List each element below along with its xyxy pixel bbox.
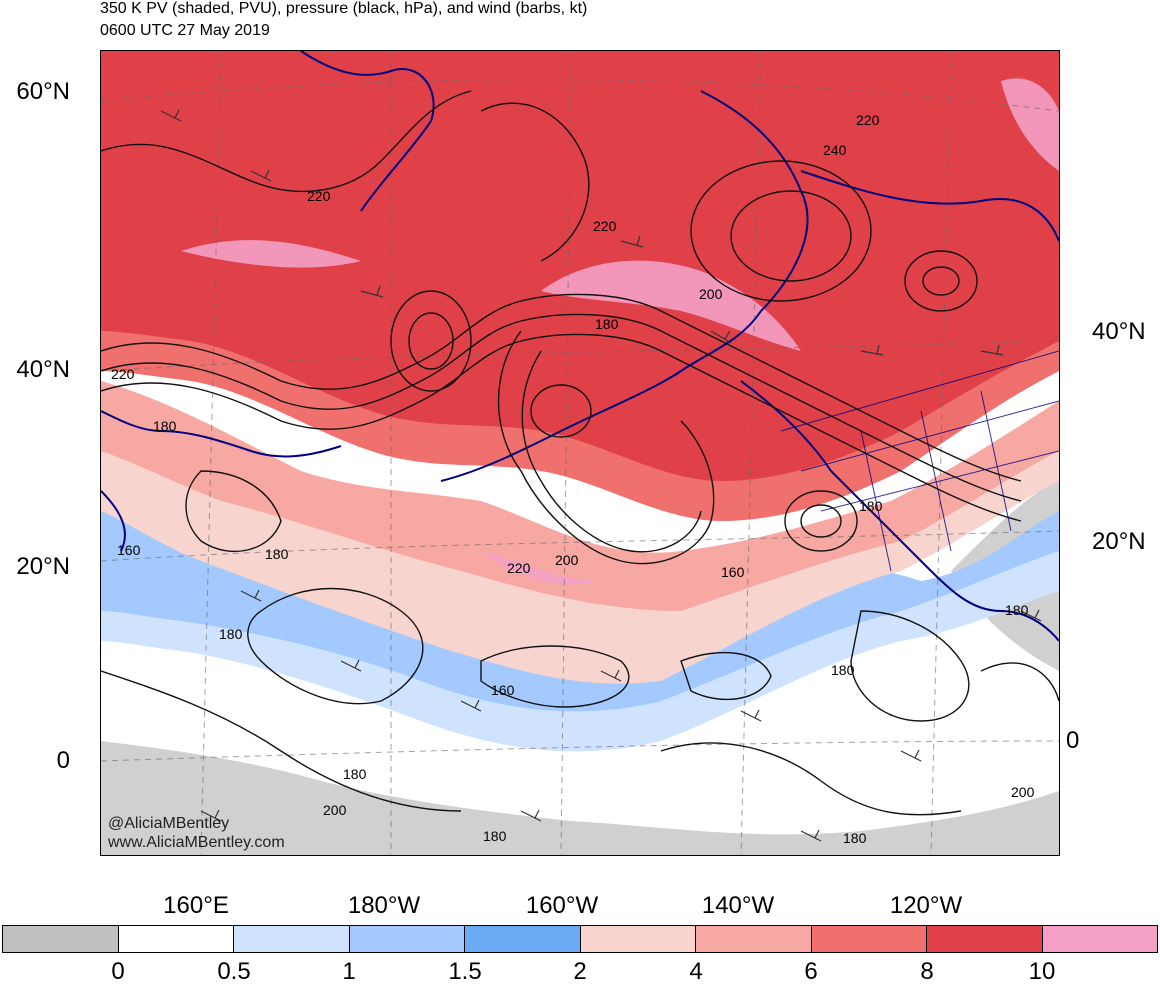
contour-label: 200 (1011, 784, 1035, 800)
valid-time: 0600 UTC 27 May 2019 (100, 22, 270, 39)
contour-label: 200 (555, 552, 579, 568)
map-panel: 220 240 220 220 200 180 220 180 160 180 … (100, 50, 1060, 856)
map-canvas: 220 240 220 220 200 180 220 180 160 180 … (101, 51, 1059, 855)
pv-shade-pink (541, 260, 801, 351)
colorbar-tick: 10 (1028, 958, 1056, 985)
wind-barbs (160, 109, 1042, 842)
contour-label: 180 (265, 546, 289, 562)
contour-label: 220 (856, 112, 880, 128)
contour-label: 160 (721, 564, 745, 580)
contour-label: 160 (117, 542, 141, 558)
pv-shade-grey (101, 741, 1059, 855)
colorbar-swatch (3, 926, 119, 952)
lon-label-120w: 120°W (889, 892, 963, 919)
colorbar-tick: 8 (920, 958, 934, 985)
lon-label-160e: 160°E (163, 892, 229, 919)
pv-shade-salmon (101, 381, 1059, 611)
lat-label-40n: 40°N (16, 356, 70, 383)
contour-label: 180 (843, 830, 867, 846)
colorbar-swatch (580, 926, 696, 952)
colorbar-tick: 0.5 (217, 958, 251, 985)
contour-label: 180 (343, 766, 367, 782)
colorbar-tick: 1.5 (448, 958, 482, 985)
graticule (101, 51, 1059, 855)
contour-label: 180 (153, 418, 177, 434)
colorbar-tick: 2 (573, 958, 587, 985)
colorbar-swatch (349, 926, 465, 952)
pv-shade-pink (1001, 78, 1059, 171)
map-title: 350 K PV (shaded, PVU), pressure (black,… (100, 0, 588, 17)
contour-label: 180 (219, 626, 243, 642)
lat-label-40n-right: 40°N (1092, 318, 1146, 345)
pv-shade-pink (181, 240, 361, 268)
colorbar-tick: 4 (689, 958, 703, 985)
lat-label-60n: 60°N (16, 78, 70, 105)
colorbar-swatch (234, 926, 350, 952)
contour-label: 220 (507, 560, 531, 576)
contour-label: 240 (823, 142, 847, 158)
colorbar-tick: 0 (111, 958, 125, 985)
lat-label-0-right: 0 (1066, 727, 1080, 754)
contour-label: 180 (483, 828, 507, 844)
pressure-contours (101, 90, 1059, 816)
colorbar-tick: 6 (804, 958, 818, 985)
watermark-handle: @AliciaMBentley (108, 815, 230, 832)
lon-label-140w: 140°W (701, 892, 775, 919)
colorbar-swatch (696, 926, 812, 952)
lon-label-160w: 160°W (525, 892, 599, 919)
lat-label-20n-right: 20°N (1092, 528, 1146, 555)
contour-label: 220 (111, 366, 135, 382)
state-boundaries (780, 350, 1059, 572)
contour-label: 180 (1005, 602, 1029, 618)
contour-labels: 220 240 220 220 200 180 220 180 160 180 … (111, 112, 1035, 846)
colorbar-swatch (118, 926, 234, 952)
lon-label-180w: 180°W (347, 892, 421, 919)
colorbar-swatch (465, 926, 581, 952)
colorbar-swatch (811, 926, 927, 952)
colorbar-swatch (1042, 926, 1157, 952)
watermark-url: www.AliciaMBentley.com (108, 834, 285, 851)
contour-label: 160 (491, 682, 515, 698)
contour-label: 220 (593, 218, 617, 234)
contour-label: 180 (859, 498, 883, 514)
colorbar (2, 925, 1158, 953)
colorbar-tick: 1 (342, 958, 356, 985)
colorbar-swatch (927, 926, 1043, 952)
lat-label-0: 0 (56, 747, 70, 774)
contour-label: 200 (323, 802, 347, 818)
contour-label: 220 (307, 188, 331, 204)
contour-label: 200 (699, 286, 723, 302)
contour-label: 180 (831, 662, 855, 678)
pv-shade-darkred (101, 51, 1059, 481)
pv-shade-pink (481, 551, 601, 585)
contour-label: 180 (595, 316, 619, 332)
lat-label-20n: 20°N (16, 553, 70, 580)
